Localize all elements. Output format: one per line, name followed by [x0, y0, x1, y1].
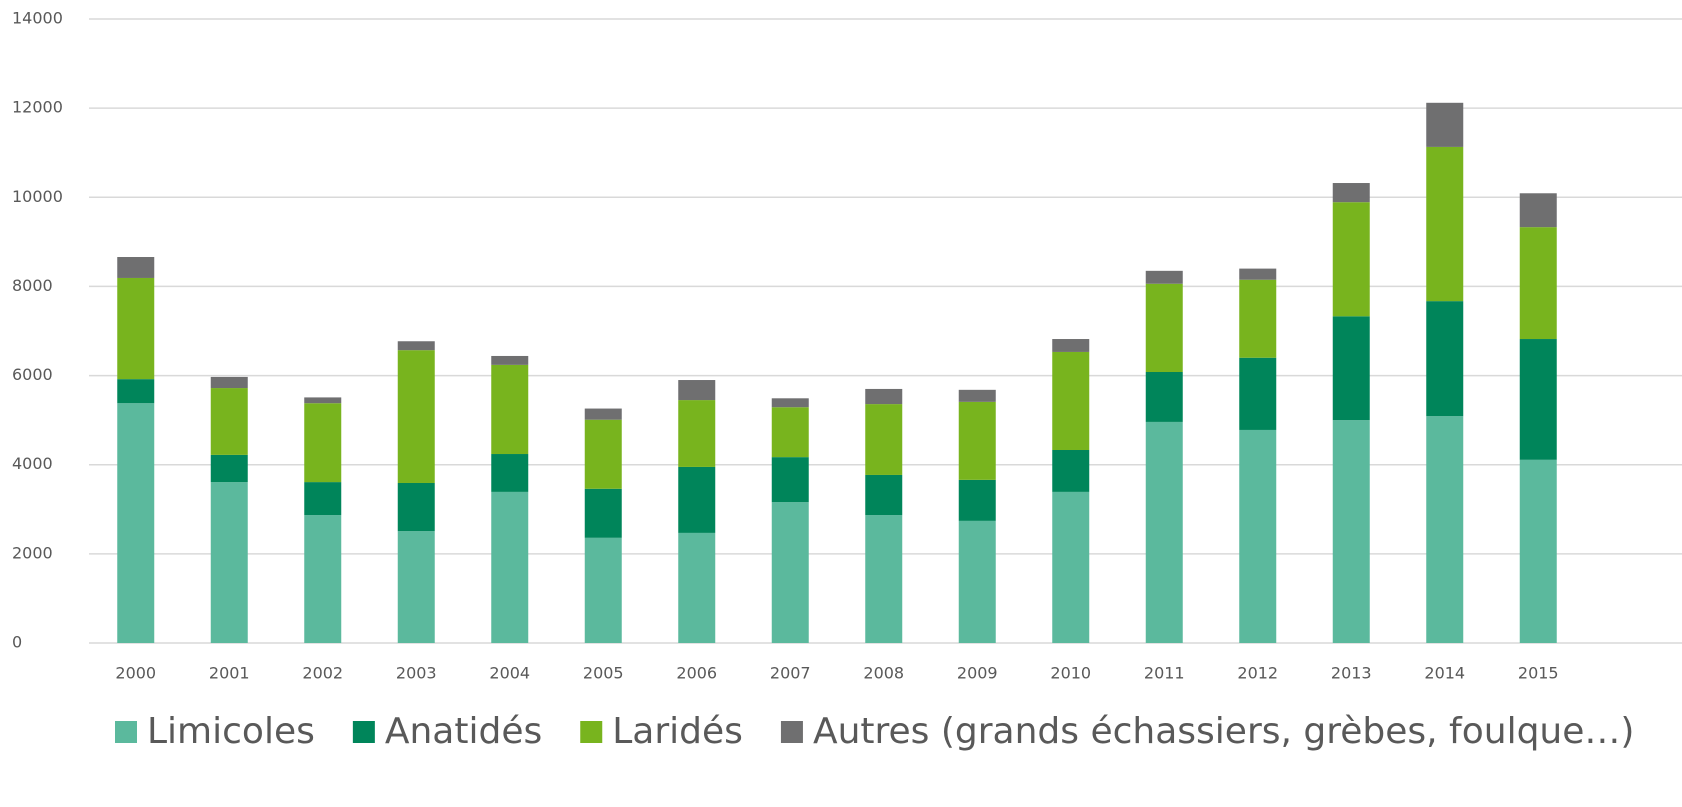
bar-segment [958, 389, 996, 402]
y-tick-label: 12000 [12, 98, 63, 117]
bar-segment [397, 350, 435, 483]
bar-segment [1519, 227, 1557, 340]
bar-segment [865, 474, 903, 516]
bar-segment [397, 531, 435, 643]
x-tick-label: 2005 [583, 664, 624, 683]
bar-segment [1052, 351, 1090, 451]
bar-segment [1145, 270, 1183, 284]
bar-segment [1332, 316, 1370, 421]
x-tick-label: 2012 [1237, 664, 1278, 683]
y-tick-label: 10000 [12, 187, 63, 206]
bar-segment [491, 355, 529, 365]
bar-segment [865, 404, 903, 475]
bar-segment [1145, 283, 1183, 373]
bar-segment [397, 482, 435, 532]
x-tick-label: 2000 [115, 664, 156, 683]
legend-label: Laridés [612, 711, 743, 752]
bar-segment [958, 520, 996, 643]
bar-segment [1239, 279, 1277, 358]
bar-segment [678, 466, 716, 533]
x-tick-label: 2007 [770, 664, 811, 683]
bar-segment [210, 376, 248, 389]
bar-segment [1426, 416, 1464, 643]
bar-segment [117, 403, 155, 643]
legend-label: Autres (grands échassiers, grèbes, foulq… [813, 711, 1635, 752]
x-tick-label: 2010 [1050, 664, 1091, 683]
x-tick-label: 2003 [396, 664, 437, 683]
bar-segment [491, 364, 529, 455]
bar-segment [304, 515, 342, 643]
bar-segment [1052, 339, 1090, 352]
legend-label: Anatidés [385, 711, 542, 752]
bar-segment [304, 403, 342, 483]
bar-segment [1332, 420, 1370, 643]
bar-segment [678, 400, 716, 467]
y-tick-label: 2000 [12, 543, 53, 562]
bar-segment [117, 257, 155, 278]
y-tick-label: 0 [12, 633, 22, 652]
bar-segment [1426, 102, 1464, 147]
bar-segment [1332, 183, 1370, 203]
bar-segment [397, 341, 435, 351]
bar-segment [117, 379, 155, 404]
y-tick-label: 8000 [12, 276, 53, 295]
bar-segment [678, 532, 716, 643]
bar-segment [1519, 339, 1557, 460]
bar-segment [958, 479, 996, 521]
bar-segment [1239, 357, 1277, 430]
bar-segment [210, 454, 248, 483]
x-tick-label: 2009 [957, 664, 998, 683]
bar-segment [1052, 491, 1090, 643]
bar-segment [865, 388, 903, 405]
bar-segment [584, 488, 622, 538]
y-tick-label: 14000 [12, 9, 63, 28]
bar-segment [1145, 421, 1183, 643]
bar-segment [1519, 459, 1557, 643]
x-tick-label: 2013 [1331, 664, 1372, 683]
bar-segment [1332, 202, 1370, 317]
bar-segment [1426, 301, 1464, 417]
y-tick-label: 4000 [12, 454, 53, 473]
bar-segment [491, 491, 529, 643]
legend-swatch [580, 721, 603, 743]
x-tick-label: 2006 [676, 664, 717, 683]
bar-segment [958, 401, 996, 480]
bar-segment [210, 388, 248, 455]
x-tick-label: 2015 [1518, 664, 1559, 683]
bar-segment [1426, 146, 1464, 302]
x-tick-label: 2001 [209, 664, 250, 683]
x-tick-label: 2002 [302, 664, 343, 683]
legend-label: Limicoles [147, 711, 315, 752]
y-tick-label: 6000 [12, 365, 53, 384]
x-tick-label: 2011 [1144, 664, 1185, 683]
bar-segment [771, 398, 809, 408]
bar-segment [771, 407, 809, 458]
x-tick-label: 2014 [1424, 664, 1465, 683]
x-tick-label: 2004 [489, 664, 530, 683]
bar-segment [584, 419, 622, 489]
bar-segment [584, 537, 622, 643]
bar-segment [117, 277, 155, 380]
bar-segment [304, 397, 342, 404]
x-tick-label: 2008 [863, 664, 904, 683]
bar-segment [1145, 372, 1183, 422]
legend-swatch [115, 721, 137, 743]
bar-segment [678, 380, 716, 401]
bar-segment [865, 515, 903, 643]
bar-segment [584, 408, 622, 420]
bar-segment [210, 482, 248, 643]
legend-swatch [780, 721, 803, 743]
bar-segment [491, 454, 529, 492]
bar-segment [304, 482, 342, 516]
bar-segment [771, 502, 809, 643]
bar-segment [1239, 429, 1277, 643]
bar-segment [771, 457, 809, 503]
bar-segment [1239, 268, 1277, 280]
bar-segment [1052, 450, 1090, 492]
legend-swatch [352, 721, 375, 743]
bar-segment [1519, 193, 1557, 228]
